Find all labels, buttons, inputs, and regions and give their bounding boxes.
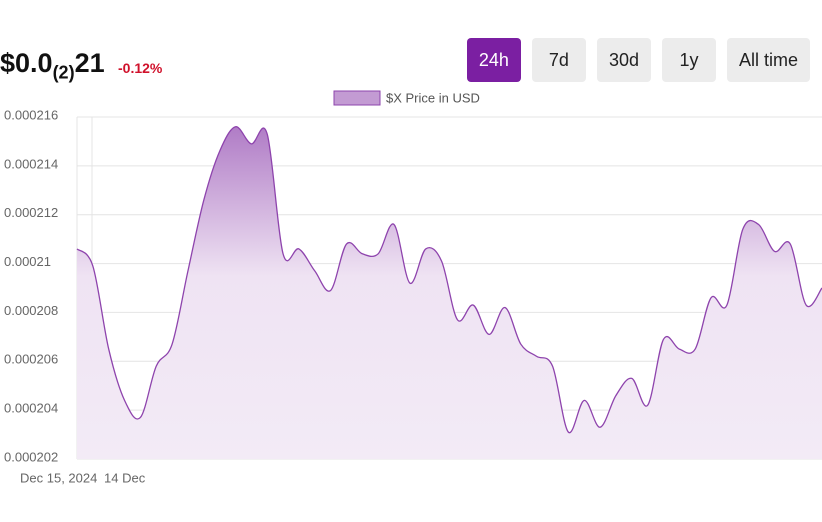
x-tick-label: 14 Dec [104, 470, 146, 485]
y-tick-label: 0.00021 [4, 254, 51, 269]
x-tick-label: Dec 15, 2024 [20, 470, 97, 485]
price-suffix: 21 [74, 48, 105, 78]
range-button[interactable]: 24h [466, 38, 521, 82]
legend-label: $X Price in USD [386, 90, 480, 105]
range-button[interactable]: All time [726, 38, 810, 82]
y-tick-label: 0.000208 [4, 303, 58, 318]
range-button[interactable]: 7d [531, 38, 586, 82]
y-tick-label: 0.000206 [4, 352, 58, 367]
y-tick-label: 0.000214 [4, 156, 58, 171]
price-zeros: (2) [52, 62, 75, 83]
y-tick-label: 0.000212 [4, 205, 58, 220]
y-tick-label: 0.000202 [4, 449, 58, 464]
price-prefix: $0.0 [0, 48, 53, 78]
legend-swatch [333, 90, 381, 106]
price-line [76, 126, 822, 434]
range-buttons: 24h 7d 30d 1y All time [466, 38, 810, 82]
y-tick-label: 0.000204 [4, 401, 58, 416]
price-change: -0.12% [118, 60, 163, 76]
price: $0.0(2)21 [0, 48, 105, 83]
range-button[interactable]: 30d [596, 38, 651, 82]
y-tick-label: 0.000216 [4, 107, 58, 122]
range-button[interactable]: 1y [661, 38, 716, 82]
